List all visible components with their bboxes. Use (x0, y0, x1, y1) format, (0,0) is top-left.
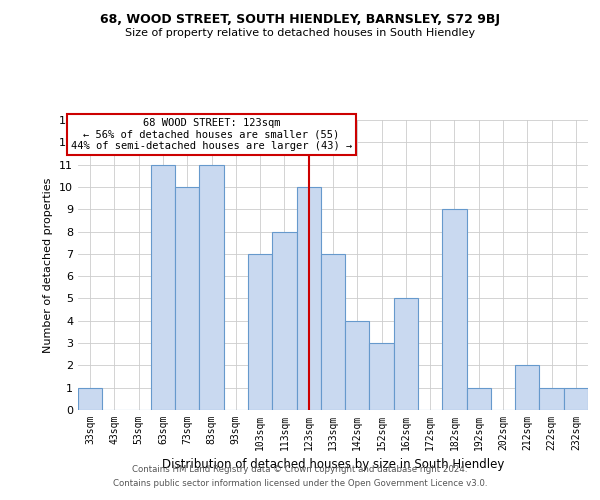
Bar (442, 209, 467, 410)
Bar (296, 187, 321, 410)
Bar (199, 164, 224, 410)
Bar (370, 343, 394, 410)
Bar (321, 254, 345, 410)
Text: Size of property relative to detached houses in South Hiendley: Size of property relative to detached ho… (125, 28, 475, 38)
Y-axis label: Number of detached properties: Number of detached properties (43, 178, 53, 352)
Bar (515, 366, 539, 410)
Text: 68 WOOD STREET: 123sqm
← 56% of detached houses are smaller (55)
44% of semi-det: 68 WOOD STREET: 123sqm ← 56% of detached… (71, 118, 352, 151)
Bar (272, 232, 296, 410)
Bar (175, 187, 199, 410)
Text: Contains HM Land Registry data © Crown copyright and database right 2024.
Contai: Contains HM Land Registry data © Crown c… (113, 466, 487, 487)
X-axis label: Distribution of detached houses by size in South Hiendley: Distribution of detached houses by size … (162, 458, 504, 471)
Bar (78, 388, 102, 410)
Bar (345, 321, 370, 410)
Bar (564, 388, 588, 410)
Bar (394, 298, 418, 410)
Text: 68, WOOD STREET, SOUTH HIENDLEY, BARNSLEY, S72 9BJ: 68, WOOD STREET, SOUTH HIENDLEY, BARNSLE… (100, 12, 500, 26)
Bar (248, 254, 272, 410)
Bar (151, 164, 175, 410)
Bar (467, 388, 491, 410)
Bar (539, 388, 564, 410)
